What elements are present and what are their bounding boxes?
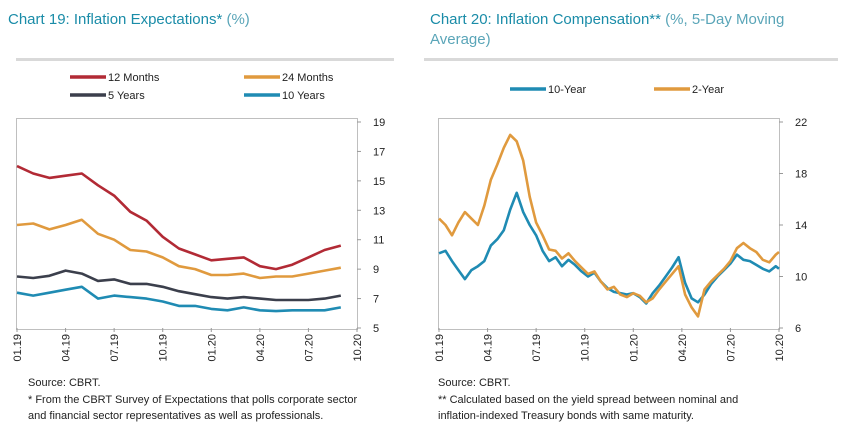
y-tick-label-0: 6: [795, 323, 801, 335]
chart-19-source: Source: CBRT.: [28, 377, 101, 389]
series-line-2-year: [438, 133, 780, 318]
x-tick-label-1: 04.19: [483, 334, 495, 362]
legend-label-0: 10-Year: [548, 84, 586, 96]
chart-20-divider: [424, 58, 838, 61]
chart-20-title: Chart 20: Inflation Compensation** (%, 5…: [430, 10, 784, 50]
chart-20-footnote-line-1: ** Calculated based on the yield spread …: [438, 394, 739, 406]
chart-20-title-unit-2: Average): [430, 31, 491, 48]
y-tick-label-2: 14: [795, 220, 807, 232]
chart-19-title-main: Chart 19: Inflation Expectations*: [8, 11, 223, 28]
x-tick-label-6: 07.20: [303, 334, 315, 362]
chart-19-divider: [16, 58, 394, 61]
chart-19-footnote-line-1: * From the CBRT Survey of Expectations t…: [28, 394, 358, 406]
x-tick-label-4: 01.20: [206, 334, 218, 362]
y-tick-label-5: 15: [373, 176, 385, 188]
legend-label-1: 24 Months: [282, 72, 334, 84]
y-tick-label-1: 7: [373, 294, 379, 306]
x-tick-label-0: 01.19: [434, 334, 446, 362]
series-line-10-years: [16, 285, 342, 313]
y-tick-label-3: 18: [795, 169, 807, 181]
x-tick-label-4: 01.20: [628, 334, 640, 362]
chart-19-footnote-line-2: and financial sector representatives as …: [28, 410, 324, 422]
y-tick-label-4: 13: [373, 205, 385, 217]
chart-20-title-unit-1: (%, 5-Day Moving: [665, 11, 785, 28]
x-tick-label-1: 04.19: [61, 334, 73, 362]
y-tick-label-7: 19: [373, 117, 385, 129]
series-line-12-months: [16, 164, 342, 271]
chart-19-title: Chart 19: Inflation Expectations* (%): [8, 10, 250, 30]
legend-label-3: 10 Years: [282, 90, 325, 102]
chart-19-title-unit: (%): [226, 11, 250, 28]
series-line-5-years: [16, 269, 342, 302]
series-line-24-months: [16, 218, 342, 280]
x-tick-label-7: 10.20: [352, 334, 364, 362]
x-tick-label-5: 04.20: [255, 334, 267, 362]
legend-label-2: 5 Years: [108, 90, 145, 102]
chart-19-svg: 5 7 9 11 13 15 17 19 01.19 04.19 07.19 10.19 01.20 04…: [12, 72, 385, 362]
chart-19-panel: Chart 19: Inflation Expectations* (%) 5 7…: [0, 0, 412, 442]
chart-20-svg: 6 10 14 18 22 01.19 04.19 07.19 10.19 01.20 04.20 0…: [434, 84, 807, 362]
legend-label-1: 2-Year: [692, 84, 724, 96]
chart-19-plot-frame: [16, 118, 358, 330]
chart-20-title-main: Chart 20: Inflation Compensation**: [430, 11, 661, 28]
legend-label-0: 12 Months: [108, 72, 160, 84]
x-tick-label-2: 07.19: [531, 334, 543, 362]
chart-20-footnote-line-2: inflation-indexed Treasury bonds with sa…: [438, 410, 694, 422]
y-tick-label-1: 10: [795, 272, 807, 284]
y-tick-label-4: 22: [795, 117, 807, 129]
x-tick-label-2: 07.19: [109, 334, 121, 362]
x-tick-label-3: 10.19: [158, 334, 170, 362]
chart-20-panel: Chart 20: Inflation Compensation** (%, 5…: [422, 0, 844, 442]
x-tick-label-5: 04.20: [677, 334, 689, 362]
x-tick-label-6: 07.20: [725, 334, 737, 362]
x-tick-label-0: 01.19: [12, 334, 24, 362]
y-tick-label-2: 9: [373, 264, 379, 276]
chart-20-plot-frame: [438, 118, 780, 330]
chart-20-source: Source: CBRT.: [438, 377, 511, 389]
y-tick-label-3: 11: [373, 235, 384, 247]
x-tick-label-3: 10.19: [580, 334, 592, 362]
y-tick-label-0: 5: [373, 323, 379, 335]
x-tick-label-7: 10.20: [774, 334, 786, 362]
series-line-10-year: [438, 191, 780, 305]
y-tick-label-6: 17: [373, 146, 385, 158]
